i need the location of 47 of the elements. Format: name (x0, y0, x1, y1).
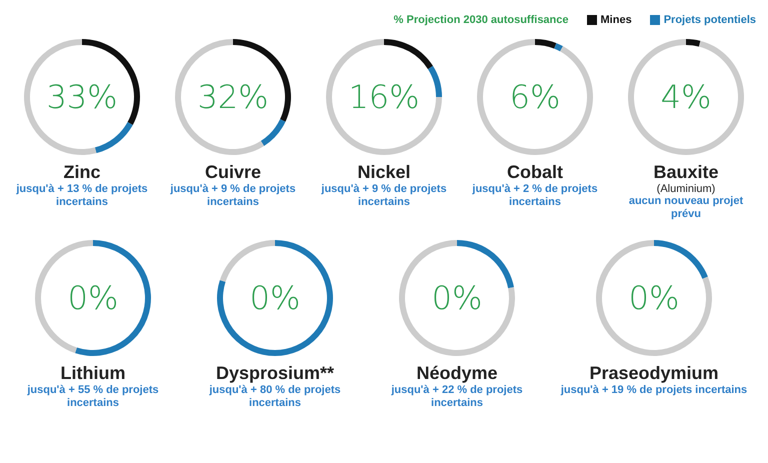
donut-slice (686, 39, 700, 47)
text: 33% (45, 77, 119, 118)
text: aucun nouveau projet prévu (628, 195, 744, 221)
text: jusqu'à + 22 % de projets incertains (390, 384, 524, 410)
donut-slice (94, 122, 133, 154)
text: 4% (660, 77, 712, 118)
donut-slice (399, 240, 515, 356)
text: Dysprosium** (216, 363, 334, 384)
text: 0% (430, 278, 484, 319)
text: jusqu'à + 19 % de projets incertains (560, 384, 748, 397)
legend-label: Mines (600, 14, 632, 26)
text: Nickel (357, 162, 411, 183)
donut-slice (428, 66, 442, 97)
donut-slice (596, 240, 712, 356)
text: 0% (66, 278, 120, 319)
donut-slice (654, 240, 708, 279)
text: Cobalt (507, 162, 563, 183)
text: jusqu'à + 2 % de projets incertains (471, 183, 599, 209)
donut-slice (535, 39, 556, 49)
donut-slice (217, 240, 333, 356)
text: 0% (628, 278, 680, 319)
text: jusqu'à + 80 % de projets incertains (208, 384, 342, 410)
text: 32% (196, 77, 270, 118)
donut-slice (628, 39, 744, 155)
text: Bauxite (653, 162, 719, 183)
donut-slice (326, 39, 442, 155)
text: 16% (347, 77, 421, 118)
donut-slice (220, 240, 275, 282)
text: Cuivre (204, 162, 262, 183)
donut-slice (554, 43, 563, 52)
donut-slice (260, 119, 286, 146)
donut-slice (175, 39, 264, 155)
text: (Aluminium) (656, 183, 716, 195)
donut-slice (477, 39, 593, 155)
legend-title: % Projection 2030 autosuffisance (394, 14, 569, 26)
text: Zinc (63, 162, 100, 183)
text: Praseodymium (589, 363, 719, 384)
donut-slice (384, 39, 433, 70)
text: 0% (248, 278, 302, 319)
legend-label: Projets potentiels (664, 14, 756, 26)
text: jusqu'à + 13 % de projets incertains (15, 183, 149, 209)
text: jusqu'à + 55 % de projets incertains (26, 384, 160, 410)
text: jusqu'à + 9 % de projets incertains (320, 183, 448, 209)
text: jusqu'à + 9 % de projets incertains (169, 183, 297, 209)
text: 6% (508, 77, 562, 118)
text: Néodyme (416, 363, 498, 384)
text: Lithium (60, 363, 126, 384)
